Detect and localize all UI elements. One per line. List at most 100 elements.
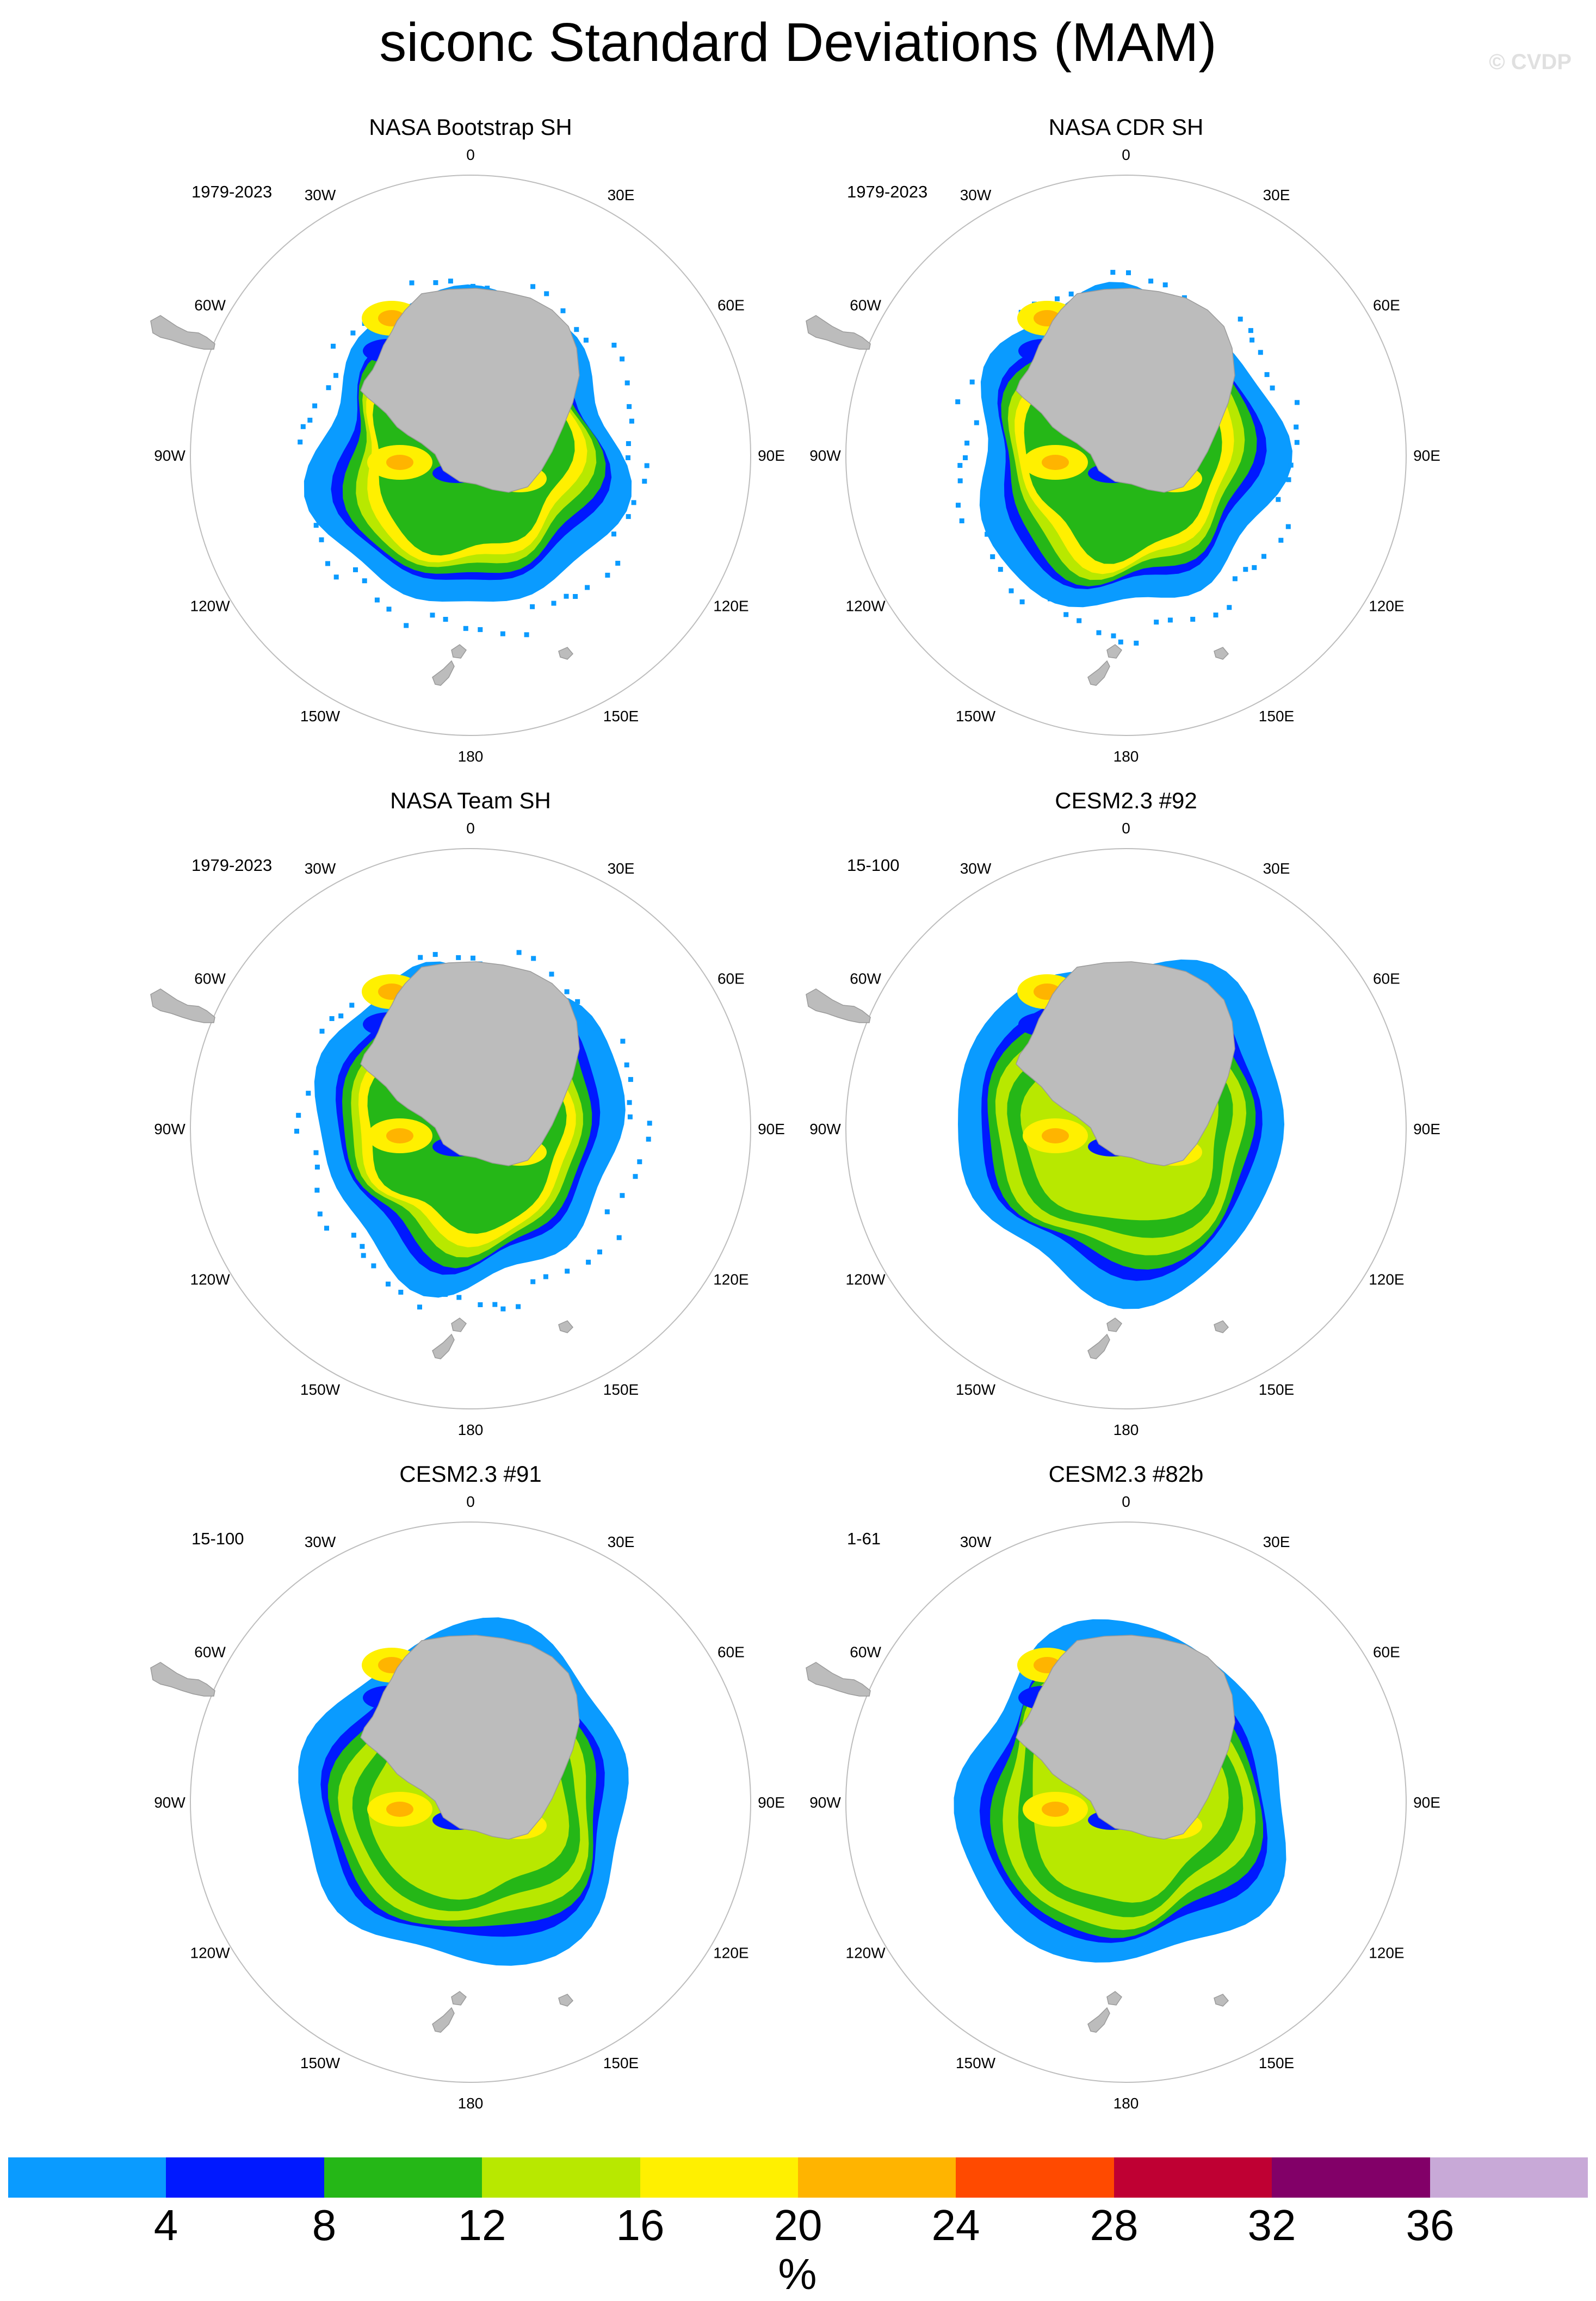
polar-map: 0 30E 60E 90E 120E 150E 180 150W 120W 90W 60W 30W <box>150 146 785 765</box>
ice-pixel <box>313 523 319 528</box>
ice-pixel <box>312 403 318 409</box>
new-zealand-landmass <box>1106 1991 1122 2006</box>
longitude-label: 0 <box>466 146 475 163</box>
longitude-label: 30E <box>1263 860 1290 877</box>
map-panel: CESM2.3 #92 15-100 0 30E 60E 90E 120E 150E 180… <box>772 788 1480 1479</box>
ice-pixel <box>1110 270 1116 275</box>
ice-pixel <box>430 613 435 618</box>
colorbar-tick-label: 36 <box>1406 2201 1455 2249</box>
longitude-label: 120W <box>190 598 231 615</box>
ice-pixel <box>409 280 415 286</box>
ice-pixel <box>564 593 569 599</box>
panel-title: NASA Bootstrap SH <box>369 114 572 140</box>
longitude-label: 30E <box>608 1533 635 1550</box>
panel-title: NASA CDR SH <box>1048 114 1204 140</box>
new-zealand-landmass <box>432 660 455 686</box>
map-panel: CESM2.3 #82b 1-61 0 30E 60E 90E 120E 150E 180 1… <box>772 1461 1480 2152</box>
ice-pixel <box>1270 385 1275 391</box>
longitude-label: 60E <box>717 1644 745 1661</box>
south-america-landmass <box>806 988 871 1023</box>
ice-pixel <box>324 1226 329 1231</box>
ice-pixel <box>611 531 616 537</box>
colorbar-tick-label: 28 <box>1090 2201 1139 2249</box>
longitude-label: 60W <box>194 297 226 314</box>
ice-pixel <box>955 399 961 405</box>
colorbar-box <box>1114 2157 1272 2198</box>
ice-pixel <box>583 337 589 343</box>
ice-pixel <box>386 1282 391 1286</box>
ice-pixel <box>500 1306 506 1312</box>
longitude-label: 90E <box>758 447 785 464</box>
longitude-label: 60W <box>850 970 881 987</box>
ice-pixel <box>633 1174 638 1179</box>
ice-pixel <box>1261 554 1266 559</box>
longitude-label: 120W <box>846 598 886 615</box>
ice-pixel <box>565 1269 570 1274</box>
ice-pixel <box>1232 576 1238 582</box>
ice-pixel <box>626 514 631 519</box>
longitude-label: 60E <box>717 297 745 314</box>
longitude-label: 120W <box>846 1945 886 1962</box>
tasmania-landmass <box>558 647 574 660</box>
ice-pixel <box>626 441 631 446</box>
longitude-label: 90E <box>758 1121 785 1137</box>
new-zealand-landmass <box>1087 2007 1110 2033</box>
ice-pixel <box>1111 633 1116 639</box>
ice-pixel <box>990 554 995 559</box>
ice-pixel <box>448 279 453 284</box>
ice-pixel <box>404 623 409 628</box>
antarctica-landmass <box>1016 288 1235 493</box>
ice-pixel <box>1077 618 1082 623</box>
south-america-landmass <box>150 315 215 350</box>
hotspot-ross-core <box>1042 455 1069 470</box>
colorbar <box>8 2157 1588 2198</box>
hotspot-ross-core <box>386 1128 413 1143</box>
ice-pixel <box>530 1279 536 1284</box>
south-america-landmass <box>150 988 215 1023</box>
ice-pixel <box>1243 567 1248 572</box>
longitude-label: 0 <box>466 1493 475 1510</box>
ice-pixel <box>543 1274 548 1279</box>
longitude-label: 150E <box>603 1381 639 1398</box>
ice-pixel <box>371 1263 376 1269</box>
colorbar-box <box>798 2157 956 2198</box>
longitude-label: 120E <box>713 1945 748 1962</box>
longitude-label: 150W <box>956 2055 996 2071</box>
ice-pixel <box>631 500 636 505</box>
ice-pixel <box>637 1159 642 1165</box>
longitude-label: 150W <box>300 708 341 725</box>
ice-pixel <box>530 284 536 289</box>
longitude-label: 90E <box>1413 447 1440 464</box>
polar-map: 0 30E 60E 90E 120E 150E 180 150W 120W 90W 60W 30W <box>150 1493 785 2112</box>
colorbar-tick-label: 4 <box>153 2201 178 2249</box>
longitude-label: 120E <box>1369 1945 1404 1962</box>
longitude-label: 0 <box>1122 1493 1130 1510</box>
longitude-label: 150E <box>1259 1381 1294 1398</box>
colorbar-tick-label: 32 <box>1247 2201 1296 2249</box>
ice-pixel <box>1249 337 1255 343</box>
map-group: 0 30E 60E 90E 120E 150E 180 150W 120W 90W 60W 30W <box>150 820 785 1438</box>
longitude-label: 60E <box>717 970 745 987</box>
ice-pixel <box>1278 537 1284 543</box>
ice-pixel <box>959 518 964 523</box>
ice-pixel <box>549 972 554 977</box>
ice-pixel <box>626 455 630 460</box>
ice-pixel <box>1285 524 1291 529</box>
map-panel: CESM2.3 #91 15-100 0 30E 60E 90E 120E 150E 180… <box>117 1461 824 2152</box>
map-group: 0 30E 60E 90E 120E 150E 180 150W 120W 90W 60W 30W <box>806 1493 1440 2112</box>
ice-pixel <box>318 1071 323 1076</box>
ice-pixel <box>586 1259 591 1265</box>
longitude-label: 90E <box>758 1794 785 1811</box>
ice-pixel <box>647 1121 652 1126</box>
ice-pixel <box>974 420 979 425</box>
ice-pixel <box>333 574 339 580</box>
longitude-label: 120E <box>1369 1271 1404 1288</box>
ice-pixel <box>1286 477 1291 483</box>
ice-pixel <box>524 632 529 638</box>
ice-pixel <box>361 1253 366 1258</box>
ice-pixel <box>530 604 535 609</box>
ice-pixel <box>374 597 380 603</box>
new-zealand-landmass <box>451 1991 467 2006</box>
panel-title: CESM2.3 #92 <box>1055 788 1197 813</box>
ice-pixel <box>957 463 963 468</box>
